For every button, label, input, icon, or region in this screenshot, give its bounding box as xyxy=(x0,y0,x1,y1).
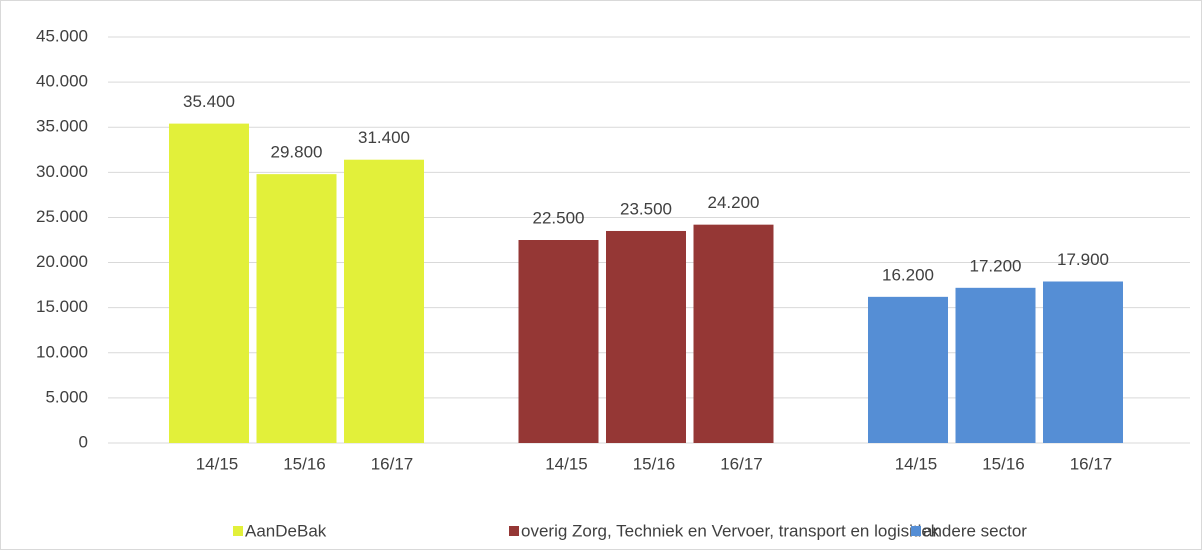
data-label: 35.400 xyxy=(183,92,235,111)
y-tick-label: 25.000 xyxy=(36,207,88,226)
bar xyxy=(518,240,599,443)
data-label: 22.500 xyxy=(533,208,585,227)
data-label: 31.400 xyxy=(358,128,410,147)
legend-swatch xyxy=(509,526,519,536)
bar xyxy=(169,123,249,443)
data-label: 16.200 xyxy=(882,265,934,284)
bar xyxy=(344,159,424,444)
x-tick-label: 16/17 xyxy=(371,454,414,473)
y-tick-label: 35.000 xyxy=(36,117,88,136)
data-label: 24.200 xyxy=(708,193,760,212)
bar xyxy=(693,224,774,443)
legend-swatch xyxy=(233,526,243,536)
y-tick-label: 45.000 xyxy=(36,26,88,45)
data-label: 17.200 xyxy=(970,256,1022,275)
data-label: 17.900 xyxy=(1057,250,1109,269)
bar xyxy=(955,287,1036,443)
y-tick-label: 40.000 xyxy=(36,72,88,91)
data-label: 23.500 xyxy=(620,199,672,218)
legend-label: overig Zorg, Techniek en Vervoer, transp… xyxy=(521,521,940,540)
bar xyxy=(256,174,337,444)
x-tick-label: 15/16 xyxy=(283,454,326,473)
bar xyxy=(868,296,948,443)
x-tick-label: 16/17 xyxy=(1070,454,1113,473)
x-tick-label: 16/17 xyxy=(720,454,763,473)
legend-label: AanDeBak xyxy=(245,521,327,540)
y-tick-label: 10.000 xyxy=(36,342,88,361)
legend-label: andere sector xyxy=(923,521,1027,540)
x-tick-label: 15/16 xyxy=(982,454,1025,473)
y-tick-label: 5.000 xyxy=(45,387,88,406)
x-tick-label: 14/15 xyxy=(196,454,239,473)
x-tick-label: 14/15 xyxy=(545,454,588,473)
data-label: 29.800 xyxy=(271,143,323,162)
x-tick-label: 15/16 xyxy=(633,454,676,473)
y-tick-label: 15.000 xyxy=(36,297,88,316)
legend-swatch xyxy=(911,526,921,536)
bar xyxy=(606,230,686,443)
x-tick-label: 14/15 xyxy=(895,454,938,473)
bar xyxy=(1043,281,1123,443)
y-tick-label: 20.000 xyxy=(36,252,88,271)
y-tick-label: 30.000 xyxy=(36,162,88,181)
y-tick-label: 0 xyxy=(79,432,88,451)
